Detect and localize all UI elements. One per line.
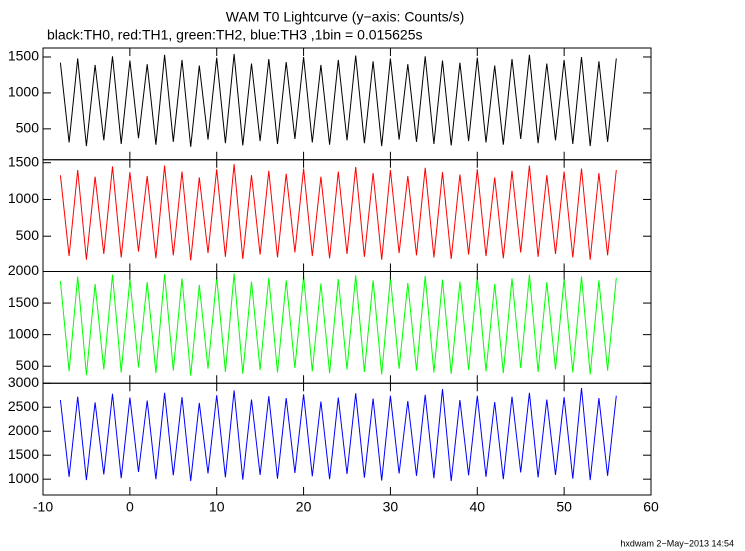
lightcurve [59,164,617,261]
footer: hxdwam 2−May−2013 14:54 [620,538,734,548]
y-tick-label: 1000 [8,325,39,341]
lightcurve [59,54,617,147]
panel-frame [42,382,652,496]
chart-subtitle: black:TH0, red:TH1, green:TH2, blue:TH3 … [47,27,422,43]
y-tick-label: 500 [16,357,40,373]
y-tick-label: 1500 [8,294,39,310]
y-tick-label: 1500 [8,48,39,64]
lightcurve [59,273,617,376]
x-tick-label: 30 [383,499,399,515]
x-tick-label: 50 [556,499,572,515]
y-tick-label: 1000 [8,84,39,100]
x-tick-label: 40 [469,499,485,515]
y-tick-label: 3000 [8,374,39,390]
y-tick-label: 2000 [8,262,39,278]
x-tick-label: -10 [33,499,53,515]
y-tick-label: 500 [16,227,40,243]
y-tick-label: 1500 [8,153,39,169]
x-tick-label: 10 [209,499,225,515]
x-tick-label: 60 [643,499,659,515]
y-tick-label: 1500 [8,446,39,462]
x-tick-label: 0 [126,499,134,515]
x-tick-label: 20 [296,499,312,515]
y-tick-label: 1000 [8,470,39,486]
chart-title: WAM T0 Lightcurve (y−axis: Counts/s) [226,9,464,25]
y-tick-label: 1000 [8,190,39,206]
y-tick-label: 2000 [8,422,39,438]
lightcurve [59,387,617,482]
y-tick-label: 2500 [8,398,39,414]
y-tick-label: 500 [16,120,40,136]
